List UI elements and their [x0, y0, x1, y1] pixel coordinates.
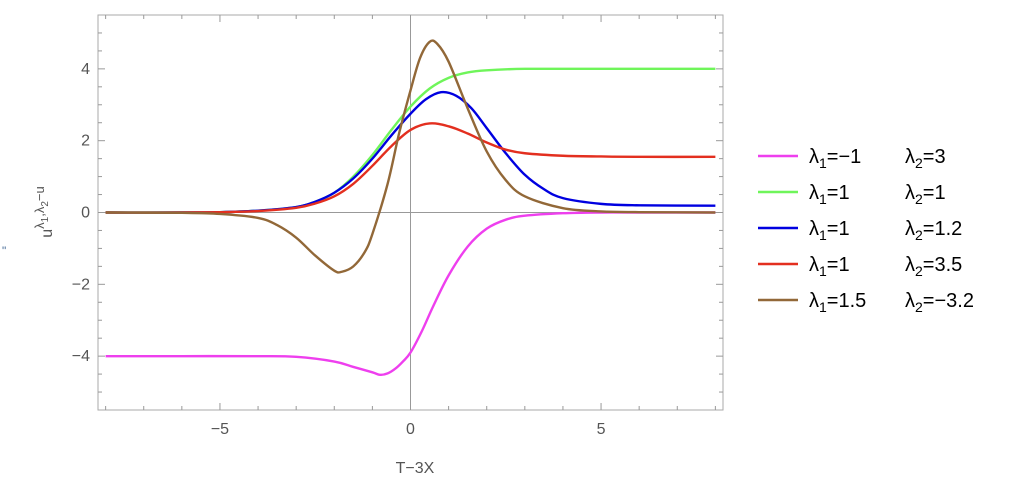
- x-axis-title: T−3X: [396, 460, 435, 477]
- legend: λ1=−1 λ2=3λ1=1 λ2=1λ1=1 λ2=1.2λ1=1 λ2=3.5λ1=…: [758, 146, 974, 315]
- y-axis-title-sup: λ: [32, 222, 47, 229]
- y-axis-title-sub2: 2: [40, 201, 51, 207]
- series-lines: [105, 39, 716, 377]
- y-tick-label: 4: [81, 61, 90, 78]
- svg-text:uλ1,λ2−u: uλ1,λ2−u: [32, 186, 56, 237]
- legend-item-2: λ1=1 λ2=1: [758, 182, 946, 207]
- y-tick-label: −2: [72, 276, 90, 293]
- legend-item-5: λ1=1.5 λ2=−3.2: [758, 290, 974, 315]
- y-axis-title-sub1: 1: [40, 216, 51, 222]
- legend-item-1: λ1=−1 λ2=3: [758, 146, 946, 171]
- y-axis-title-sub-sep: ,λ: [32, 206, 47, 217]
- y-axis-title-suffix: −u: [32, 186, 47, 201]
- x-tick-label: 0: [406, 421, 415, 438]
- legend-lambda2: λ2=1.2: [905, 218, 962, 243]
- legend-lambda2: λ2=−3.2: [905, 290, 974, 315]
- series-line-1: [105, 211, 716, 377]
- legend-lambda2: λ2=3: [905, 146, 946, 171]
- x-tick-label: 5: [597, 421, 606, 438]
- legend-lambda1: λ1=1: [809, 254, 850, 279]
- y-axis-title-base: u: [39, 229, 56, 238]
- y-tick-label: 0: [81, 205, 90, 222]
- legend-lambda2: λ2=3.5: [905, 254, 962, 279]
- y-tick-label: −4: [72, 348, 90, 365]
- y-tick-label: 2: [81, 133, 90, 150]
- tick-marks: [98, 15, 723, 410]
- legend-lambda1: λ1=1: [809, 218, 850, 243]
- legend-lambda1: λ1=1: [809, 182, 850, 207]
- legend-lambda2: λ2=1: [905, 182, 946, 207]
- legend-lambda1: λ1=1.5: [809, 290, 866, 315]
- legend-item-4: λ1=1 λ2=3.5: [758, 254, 962, 279]
- series-line-4: [105, 122, 716, 214]
- legend-item-3: λ1=1 λ2=1.2: [758, 218, 962, 243]
- legend-lambda1: λ1=−1: [809, 146, 861, 171]
- y-tick-labels: −4 −2 0 2 4: [72, 61, 90, 365]
- series-line-5: [105, 39, 716, 274]
- y-axis-title: uλ1,λ2−u: [32, 186, 56, 237]
- stray-mark: ": [2, 244, 6, 258]
- x-tick-label: −5: [211, 421, 229, 438]
- x-tick-labels: −5 0 5: [211, 421, 606, 438]
